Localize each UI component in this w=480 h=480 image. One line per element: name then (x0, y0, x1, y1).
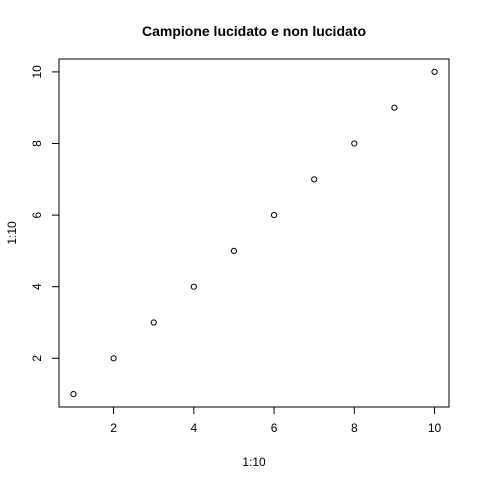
data-point (431, 68, 438, 75)
data-point (270, 211, 278, 219)
x-tick-label: 8 (351, 421, 358, 435)
data-point (150, 319, 157, 326)
data-point (391, 104, 398, 111)
x-tick-label: 4 (190, 421, 197, 435)
y-axis-label: 1:10 (5, 221, 19, 245)
y-tick-label: 10 (30, 65, 44, 79)
y-tick-label: 8 (30, 140, 44, 147)
plot-frame (58, 58, 450, 408)
x-tick-label: 2 (110, 421, 117, 435)
y-tick-label: 2 (30, 355, 44, 362)
x-tick-label: 6 (271, 421, 278, 435)
x-axis: 2 4 6 8 10 (110, 407, 442, 435)
data-point (311, 176, 318, 183)
y-tick-label: 6 (30, 211, 44, 218)
data-point (351, 140, 358, 147)
data-point (190, 283, 197, 290)
x-tick-label: 10 (428, 421, 442, 435)
y-axis: 2 4 6 8 10 (30, 65, 59, 362)
data-point (70, 391, 77, 398)
x-axis-label: 1:10 (242, 455, 266, 469)
y-tick-label: 4 (30, 283, 44, 290)
data-point (230, 247, 238, 255)
chart-title: Campione lucidato e non lucidato (142, 23, 366, 39)
data-points (70, 68, 438, 398)
data-point (110, 355, 117, 362)
